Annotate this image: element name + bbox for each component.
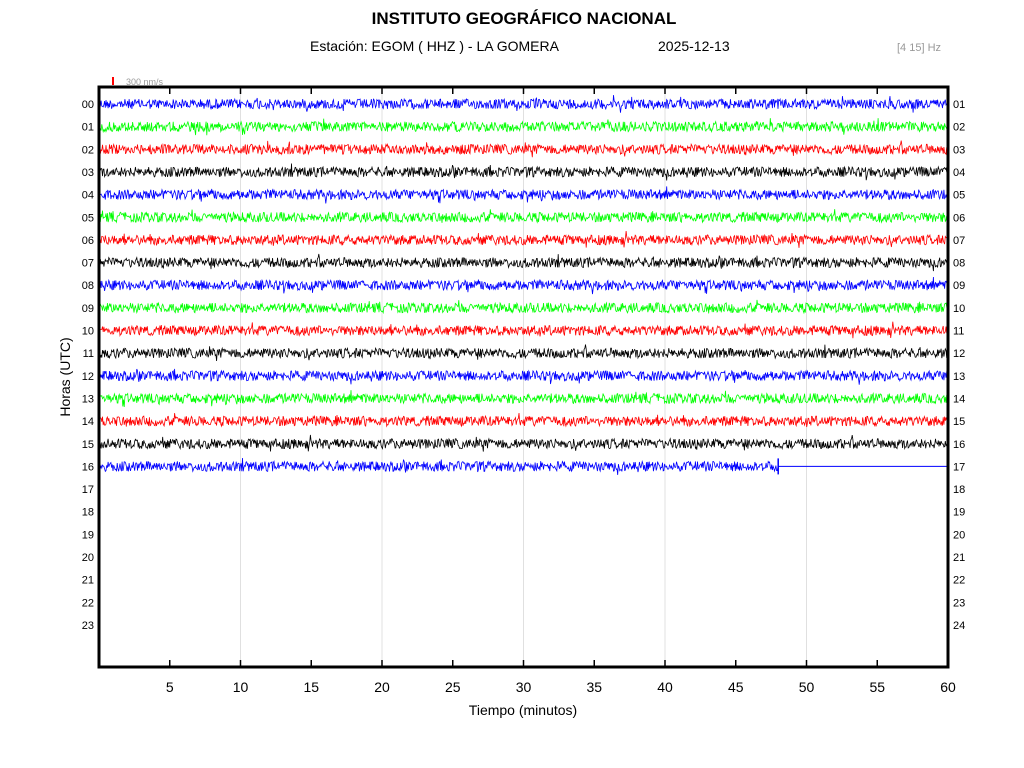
x-tick-label: 30 bbox=[516, 679, 532, 695]
hour-label-right: 13 bbox=[953, 371, 965, 383]
hour-label-right: 17 bbox=[953, 461, 965, 473]
hour-label-left: 12 bbox=[82, 371, 94, 383]
hour-label-right: 18 bbox=[953, 484, 965, 496]
seismic-trace-hour-02 bbox=[98, 140, 948, 158]
chart-title: INSTITUTO GEOGRÁFICO NACIONAL bbox=[371, 9, 677, 28]
hour-label-left: 19 bbox=[82, 529, 94, 541]
hour-label-right: 06 bbox=[953, 212, 965, 224]
hour-label-left: 02 bbox=[82, 144, 94, 156]
hour-label-right: 19 bbox=[953, 507, 965, 519]
filter-label: [4 15] Hz bbox=[897, 42, 942, 54]
hour-label-left: 17 bbox=[82, 484, 94, 496]
hour-label-right: 23 bbox=[953, 597, 965, 609]
seismic-trace-hour-07 bbox=[98, 253, 948, 272]
hour-label-right: 11 bbox=[953, 326, 964, 338]
hour-label-right: 05 bbox=[953, 190, 965, 202]
x-tick-label: 10 bbox=[233, 679, 249, 695]
seismic-trace-hour-03 bbox=[98, 163, 948, 181]
x-tick-label: 25 bbox=[445, 679, 461, 695]
x-tick-label: 45 bbox=[728, 679, 744, 695]
hour-label-left: 11 bbox=[83, 348, 94, 360]
hour-label-right: 15 bbox=[953, 416, 965, 428]
seismic-trace-hour-10 bbox=[98, 321, 948, 339]
hour-label-left: 15 bbox=[82, 439, 94, 451]
scale-label: 300 nm/s bbox=[126, 77, 164, 87]
seismic-trace-hour-01 bbox=[98, 118, 948, 136]
hour-label-left: 14 bbox=[82, 416, 94, 428]
seismic-trace-hour-13 bbox=[98, 390, 948, 408]
hour-label-right: 04 bbox=[953, 167, 965, 179]
hour-label-left: 10 bbox=[82, 326, 94, 338]
hour-label-right: 14 bbox=[953, 393, 965, 405]
seismic-trace-hour-15 bbox=[98, 434, 948, 452]
hour-label-right: 07 bbox=[953, 235, 965, 247]
hour-label-right: 16 bbox=[953, 439, 965, 451]
seismic-trace-hour-00 bbox=[98, 95, 948, 113]
hour-label-left: 16 bbox=[82, 461, 94, 473]
seismic-trace-hour-14 bbox=[98, 412, 948, 428]
x-axis-label: Tiempo (minutos) bbox=[469, 702, 577, 718]
hour-label-right: 24 bbox=[953, 620, 965, 632]
date-label: 2025-12-13 bbox=[658, 38, 730, 54]
x-tick-label: 5 bbox=[166, 679, 174, 695]
x-tick-label: 50 bbox=[799, 679, 815, 695]
hour-label-left: 18 bbox=[82, 507, 94, 519]
x-tick-label: 20 bbox=[374, 679, 390, 695]
seismic-trace-hour-04 bbox=[98, 186, 948, 204]
hour-label-right: 02 bbox=[953, 122, 965, 134]
x-tick-label: 15 bbox=[303, 679, 319, 695]
hour-label-left: 13 bbox=[82, 393, 94, 405]
seismic-trace-hour-16 bbox=[98, 457, 779, 475]
station-label: Estación: EGOM ( HHZ ) - LA GOMERA bbox=[310, 38, 559, 54]
hour-label-left: 20 bbox=[82, 552, 94, 564]
hour-label-left: 22 bbox=[82, 597, 94, 609]
hour-label-left: 09 bbox=[82, 303, 94, 315]
seismic-trace-hour-08 bbox=[98, 276, 948, 295]
hour-label-left: 07 bbox=[82, 258, 94, 270]
seismic-trace-hour-12 bbox=[98, 368, 948, 385]
plot-frame bbox=[97, 85, 950, 669]
hour-label-right: 20 bbox=[953, 529, 965, 541]
x-tick-label: 40 bbox=[657, 679, 673, 695]
hour-label-right: 21 bbox=[953, 552, 965, 564]
hour-label-left: 00 bbox=[82, 99, 94, 111]
hour-label-right: 10 bbox=[953, 303, 965, 315]
hour-label-left: 21 bbox=[82, 575, 94, 587]
hour-label-left: 23 bbox=[82, 620, 94, 632]
hour-label-left: 03 bbox=[82, 167, 94, 179]
y-axis-label: Horas (UTC) bbox=[57, 337, 73, 416]
seismic-trace-hour-11 bbox=[98, 344, 948, 362]
hour-label-left: 04 bbox=[82, 190, 94, 202]
hour-label-left: 06 bbox=[82, 235, 94, 247]
seismic-trace-hour-05 bbox=[98, 209, 948, 224]
hour-label-right: 12 bbox=[953, 348, 965, 360]
x-tick-label: 55 bbox=[869, 679, 885, 695]
hour-label-left: 05 bbox=[82, 212, 94, 224]
scale-bar bbox=[112, 77, 114, 85]
seismic-trace-hour-09 bbox=[98, 299, 948, 315]
x-tick-label: 60 bbox=[940, 679, 956, 695]
hour-label-right: 09 bbox=[953, 280, 965, 292]
hour-label-right: 01 bbox=[953, 99, 965, 111]
hour-label-left: 01 bbox=[82, 122, 94, 134]
x-tick-label: 35 bbox=[586, 679, 602, 695]
hour-label-left: 08 bbox=[82, 280, 94, 292]
seismic-trace-hour-06 bbox=[98, 231, 948, 248]
hour-label-right: 08 bbox=[953, 258, 965, 270]
hour-label-right: 03 bbox=[953, 144, 965, 156]
hour-label-right: 22 bbox=[953, 575, 965, 587]
